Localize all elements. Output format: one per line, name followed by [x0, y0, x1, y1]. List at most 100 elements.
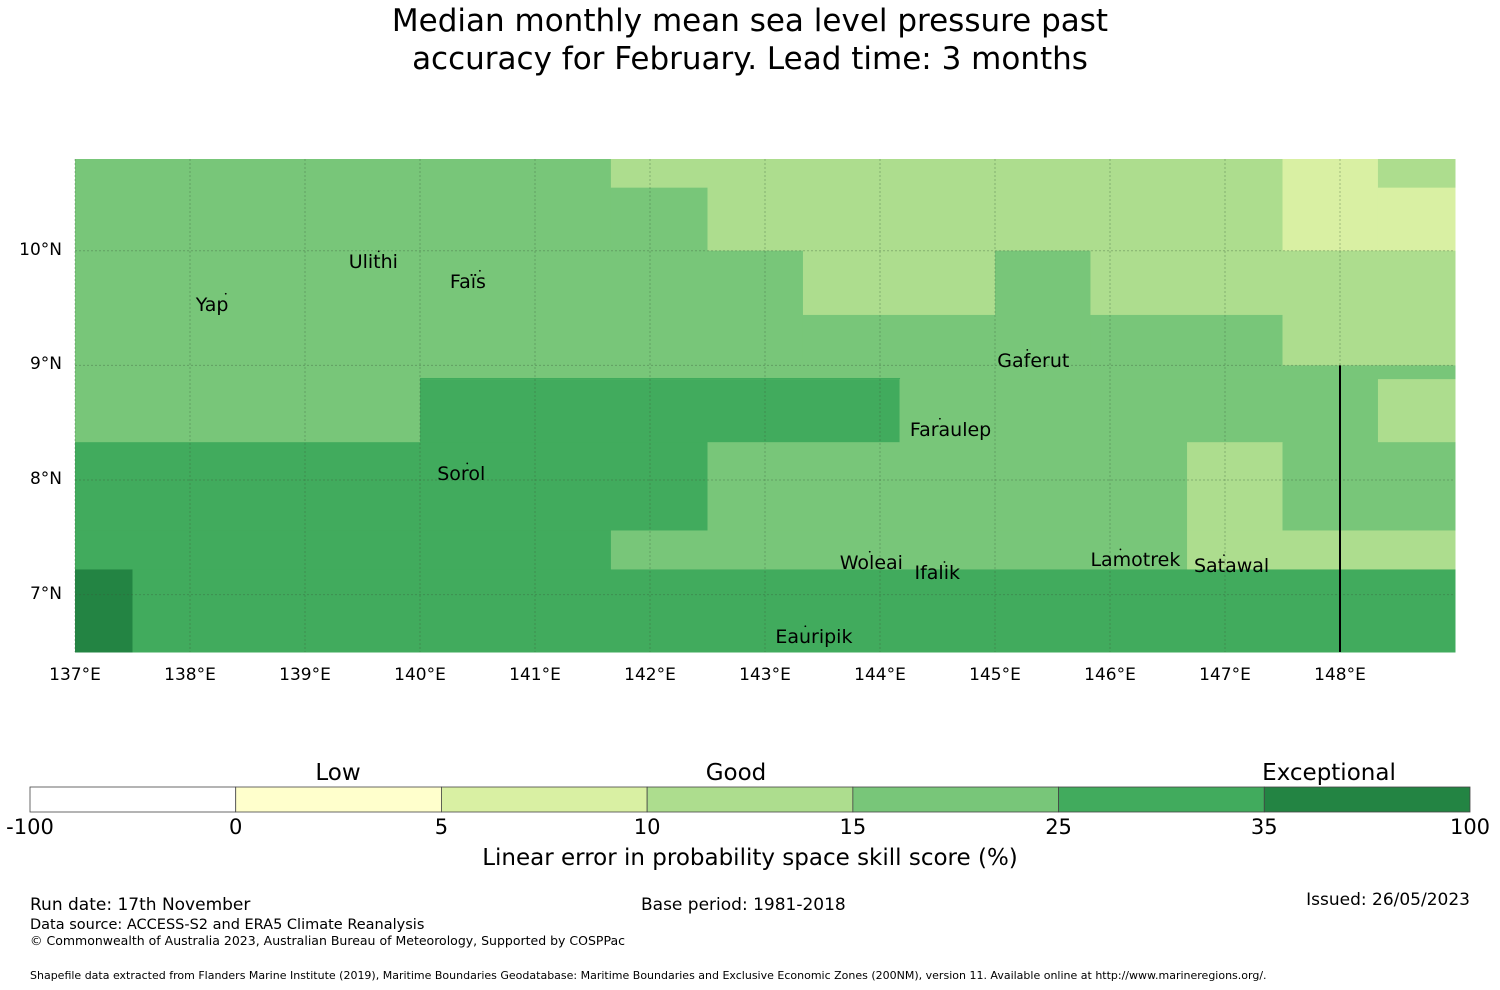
- place-label: Satawal: [1193, 555, 1270, 578]
- skill-cells: [75, 159, 1456, 653]
- skill-cell: [420, 377, 901, 380]
- x-tick-label: 146°E: [1084, 665, 1136, 685]
- colorbar-tick-label: -100: [6, 815, 54, 839]
- map-title: Median monthly mean sea level pressure p…: [0, 2, 1500, 78]
- place-label: Gaferut: [997, 349, 1070, 372]
- x-tick-label: 138°E: [164, 665, 216, 685]
- skill-cell: [610, 159, 708, 189]
- skill-cell: [1282, 250, 1456, 366]
- skill-cell: [1090, 314, 1283, 366]
- island-marker: [804, 625, 807, 628]
- y-tick-label: 7°N: [29, 583, 62, 604]
- colorbar-tick-label: 15: [839, 815, 867, 839]
- x-tick-label: 148°E: [1314, 665, 1366, 685]
- island-marker: [1223, 554, 1225, 557]
- skill-cell: [802, 314, 996, 366]
- colorbar: [29, 786, 1471, 813]
- colorbar-segment: [646, 786, 854, 813]
- y-tick-label: 10°N: [19, 239, 62, 260]
- x-tick-label: 140°E: [394, 665, 446, 685]
- place-label: Ulithi: [348, 251, 398, 274]
- island-marker: [377, 250, 380, 253]
- skill-cell: [1282, 159, 1379, 252]
- x-tick-label: 139°E: [279, 665, 331, 685]
- category-exceptional: Exceptional: [1262, 760, 1396, 786]
- skill-cell: [1377, 159, 1456, 189]
- colorbar-tick-label: 5: [434, 815, 449, 839]
- skill-cell: [610, 530, 1188, 570]
- skill-cell: [420, 379, 901, 443]
- island-marker: [939, 417, 941, 420]
- skill-cell: [802, 250, 996, 316]
- skill-cell: [1377, 187, 1456, 252]
- skill-cell: [995, 250, 1091, 366]
- y-tick-label: 9°N: [29, 354, 62, 375]
- colorbar-tick-label: 0: [229, 815, 243, 839]
- place-label: Eauripik: [775, 626, 853, 649]
- place-label: Woleai: [839, 551, 903, 574]
- base-period: Base period: 1981-2018: [641, 895, 846, 915]
- x-tick-label: 147°E: [1199, 665, 1251, 685]
- island-marker: [1119, 548, 1122, 551]
- colorbar-segment: [1263, 786, 1471, 813]
- colorbar-segment: [235, 786, 442, 813]
- category-good: Good: [705, 760, 767, 786]
- skill-cell: [75, 250, 804, 366]
- colorbar-segment: [852, 786, 1059, 813]
- skill-cell: [1282, 442, 1456, 531]
- x-tick-label: 137°E: [49, 665, 101, 685]
- skill-cell: [1187, 530, 1456, 570]
- x-tick-label: 145°E: [969, 665, 1021, 685]
- skill-cell: [707, 442, 1188, 531]
- title-line-2: accuracy for February. Lead time: 3 mont…: [412, 41, 1088, 77]
- category-low: Low: [315, 760, 361, 786]
- skill-cell: [420, 365, 1456, 380]
- run-date: Run date: 17th November: [30, 895, 251, 915]
- shapefile-credit: Shapefile data extracted from Flanders M…: [30, 969, 1267, 982]
- island-marker: [868, 550, 871, 553]
- issued-date: Issued: 26/05/2023: [1306, 890, 1470, 910]
- island-marker: [224, 292, 227, 295]
- place-label: Lamotrek: [1090, 549, 1181, 572]
- island-marker: [466, 462, 469, 465]
- copyright: © Commonwealth of Australia 2023, Austra…: [30, 933, 625, 948]
- skill-cell: [132, 569, 1456, 653]
- place-label: Faraulep: [909, 418, 992, 441]
- skill-cell: [899, 379, 1379, 443]
- colorbar-tick-label: 100: [1449, 815, 1491, 839]
- island-markers: [224, 250, 1225, 628]
- colorbar-tick-label: 25: [1045, 815, 1072, 839]
- y-tick-label: 8°N: [29, 469, 62, 490]
- colorbar-segment: [441, 786, 648, 813]
- graticule: [74, 159, 1455, 652]
- place-label: Faïs: [449, 270, 486, 293]
- colorbar-tick-label: 10: [633, 815, 661, 839]
- x-tick-label: 144°E: [854, 665, 906, 685]
- skill-cell: [75, 530, 612, 570]
- skill-cell: [707, 159, 1283, 252]
- place-label: Yap: [195, 293, 229, 316]
- data-source: Data source: ACCESS-S2 and ERA5 Climate …: [30, 917, 425, 933]
- colorbar-segment: [29, 786, 237, 813]
- colorbar-label: Linear error in probability space skill …: [482, 845, 1018, 871]
- x-tick-label: 141°E: [509, 665, 561, 685]
- x-tick-label: 143°E: [739, 665, 791, 685]
- title-line-1: Median monthly mean sea level pressure p…: [391, 3, 1109, 39]
- island-marker: [479, 269, 481, 272]
- skill-cell: [75, 365, 421, 443]
- skill-cell: [610, 187, 708, 252]
- colorbar-tick-label: 35: [1250, 815, 1278, 839]
- skill-cell: [1377, 379, 1456, 443]
- skill-cell: [75, 159, 612, 252]
- skill-cell: [1090, 250, 1283, 316]
- place-label: Sorol: [437, 463, 486, 486]
- place-label: Ifalik: [914, 562, 961, 585]
- island-marker: [943, 561, 946, 563]
- skill-cell: [75, 442, 708, 531]
- x-tick-label: 142°E: [624, 665, 676, 685]
- island-marker: [1026, 349, 1029, 351]
- skill-cell: [75, 569, 133, 653]
- colorbar-segment: [1058, 786, 1265, 813]
- skill-cell: [1187, 442, 1283, 531]
